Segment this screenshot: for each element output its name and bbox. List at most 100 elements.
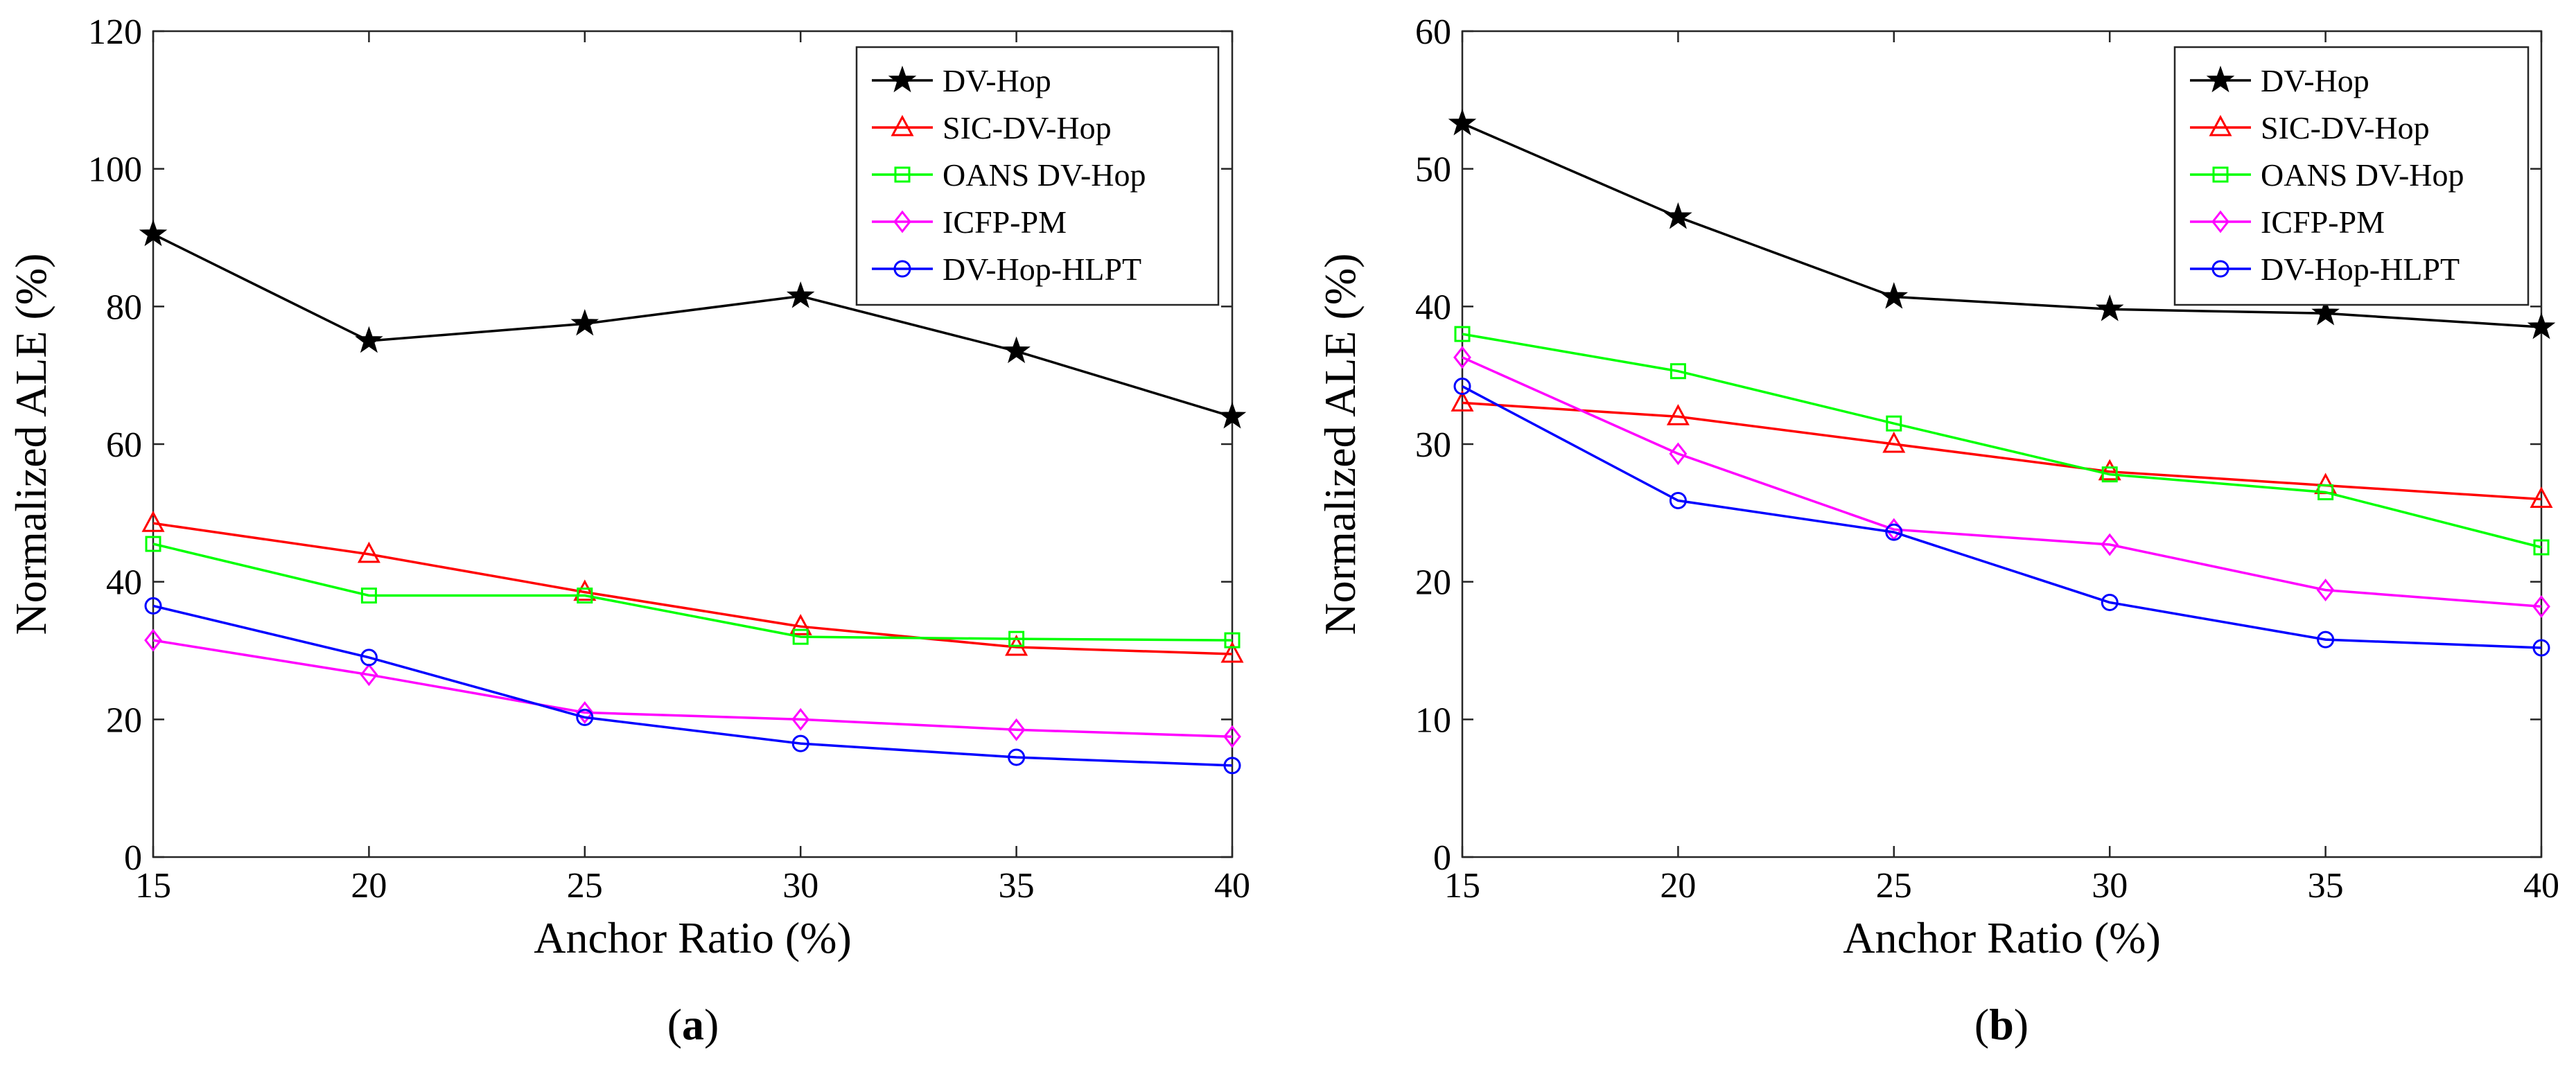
panel-a: 15 20 25 30 35 40 0 20 40 60 80 100 120 Anchor Ratio … (6, 12, 1250, 1049)
data-point (2532, 594, 2550, 618)
data-point (1453, 346, 1471, 369)
data-point (1880, 282, 1909, 309)
data-point (2527, 312, 2556, 340)
x-tick-label: 35 (999, 866, 1035, 906)
data-point (1886, 415, 1902, 432)
data-point (1218, 402, 1247, 429)
data-point (139, 219, 168, 247)
data-point (2098, 459, 2121, 481)
y-tick-label: 40 (106, 563, 142, 603)
legend-marker (893, 210, 911, 233)
data-point (2101, 466, 2118, 483)
y-tick-label: 40 (1415, 288, 1451, 327)
data-point (1882, 431, 1906, 453)
x-tick-label: 25 (567, 866, 603, 906)
series-line-icfp-pm (1462, 356, 2542, 608)
series-line-icfp-pm (152, 639, 1233, 738)
data-point (1669, 442, 1688, 466)
legend: DV-Hop SIC-DV-Hop OANS DV-Hop ICFP-PM DV-Hop… (855, 46, 1220, 306)
data-point (576, 708, 594, 726)
data-point (791, 734, 809, 752)
data-point (1223, 757, 1241, 775)
legend-entry: DV-Hop (2261, 63, 2369, 98)
data-point (360, 649, 378, 667)
legend-marker (2211, 260, 2229, 278)
data-point (1453, 378, 1471, 396)
legend-entry: OANS DV-Hop (2261, 157, 2464, 193)
y-axis-label: Normalized ALE (%) (6, 254, 55, 635)
data-point (360, 663, 378, 687)
data-point (1224, 632, 1241, 649)
data-point (141, 511, 165, 532)
x-tick-label: 20 (351, 866, 387, 906)
data-point (1664, 202, 1692, 229)
data-point (570, 308, 599, 336)
data-point (2311, 299, 2340, 326)
y-tick-label: 0 (1433, 838, 1451, 878)
data-point (1223, 725, 1241, 748)
series-line-sic-dv-hop (152, 522, 1233, 655)
legend-entry: ICFP-PM (943, 204, 1067, 240)
data-point (2530, 486, 2553, 508)
data-point (2095, 294, 2124, 321)
data-point (1220, 641, 1244, 663)
data-point (1007, 718, 1026, 741)
x-tick-label: 40 (1214, 866, 1250, 906)
data-point (1451, 390, 1474, 412)
data-point (360, 588, 377, 604)
series-line-oans-dv-hop (1462, 333, 2542, 549)
data-point (1008, 630, 1025, 647)
y-tick-label: 30 (1415, 425, 1451, 465)
x-tick-label: 20 (1660, 866, 1696, 906)
legend-marker (2206, 65, 2235, 93)
y-tick-label: 100 (88, 150, 142, 190)
x-tick-label: 15 (1444, 866, 1480, 906)
data-point (145, 536, 161, 552)
data-point (575, 700, 594, 724)
data-point (2532, 639, 2550, 657)
data-point (144, 597, 162, 615)
legend-entry: SIC-DV-Hop (943, 110, 1112, 146)
legend: DV-Hop SIC-DV-Hop OANS DV-Hop ICFP-PM DV-Hop… (2173, 46, 2530, 306)
x-axis-label: Anchor Ratio (%) (1843, 913, 2161, 962)
data-point (2316, 579, 2335, 602)
series-line-dv-hop (152, 233, 1233, 418)
x-tick-label: 15 (135, 866, 171, 906)
data-point (1454, 326, 1471, 342)
series-line-sic-dv-hop (1462, 401, 2542, 501)
data-point (792, 628, 809, 645)
y-tick-label: 80 (106, 288, 142, 327)
series-line-dv-hop-hlpt (1462, 385, 2542, 649)
x-tick-label: 35 (2308, 866, 2344, 906)
data-point (1669, 491, 1687, 509)
data-point (355, 326, 383, 353)
x-tick-label: 30 (2092, 866, 2128, 906)
x-tick-label: 25 (1876, 866, 1912, 906)
legend-entry: DV-Hop-HLPT (943, 252, 1141, 287)
x-axis-label: Anchor Ratio (%) (534, 913, 852, 962)
legend-marker (894, 166, 911, 183)
y-tick-label: 60 (1415, 12, 1451, 52)
panel-caption: (a) (667, 1000, 719, 1049)
y-tick-label: 50 (1415, 150, 1451, 190)
legend-entry: SIC-DV-Hop (2261, 110, 2430, 146)
data-point (2101, 593, 2119, 611)
data-point (573, 579, 597, 601)
legend-entry: OANS DV-Hop (943, 157, 1146, 193)
y-tick-label: 20 (1415, 563, 1451, 603)
data-point (357, 541, 380, 563)
data-point (1002, 336, 1031, 364)
data-point (2317, 630, 2335, 649)
data-point (1670, 363, 1686, 380)
x-tick-label: 40 (2523, 866, 2559, 906)
legend-marker (891, 114, 914, 136)
legend-box (2173, 46, 2530, 306)
legend-entry: DV-Hop-HLPT (2261, 252, 2460, 287)
data-point (1008, 748, 1026, 766)
data-point (786, 281, 815, 308)
data-point (2533, 539, 2550, 556)
data-point (577, 588, 593, 604)
y-tick-label: 120 (88, 12, 142, 52)
legend-entry: ICFP-PM (2261, 204, 2385, 240)
